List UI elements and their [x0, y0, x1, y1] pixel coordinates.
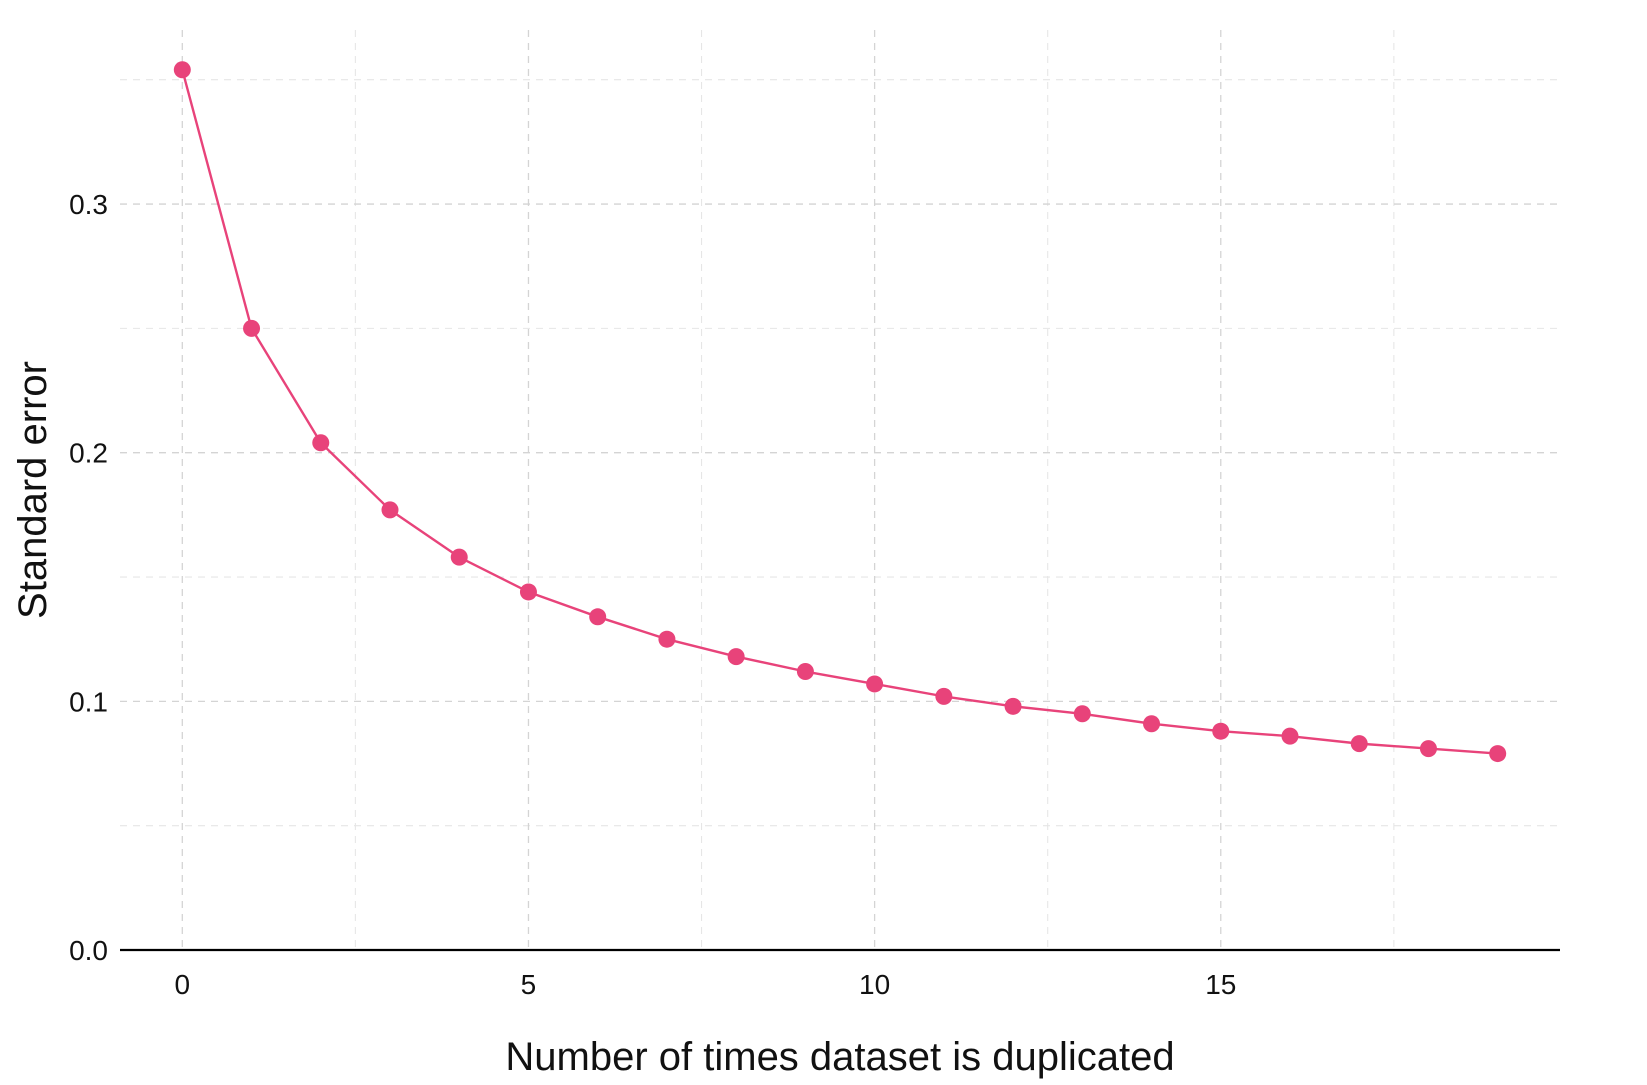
data-point: [1420, 740, 1437, 757]
data-point: [728, 648, 745, 665]
data-point: [243, 320, 260, 337]
grid-lines: [120, 30, 1560, 950]
data-point: [520, 583, 537, 600]
data-point: [1282, 728, 1299, 745]
x-axis-title: Number of times dataset is duplicated: [505, 1035, 1174, 1079]
y-axis-title: Standard error: [11, 361, 55, 619]
y-tick-label: 0.1: [69, 686, 108, 717]
data-point: [1143, 715, 1160, 732]
x-tick-label: 0: [175, 969, 191, 1000]
data-point: [1074, 705, 1091, 722]
x-tick-label: 10: [859, 969, 890, 1000]
data-point: [658, 631, 675, 648]
data-point: [174, 61, 191, 78]
data-point: [1005, 698, 1022, 715]
series-group: [174, 61, 1506, 762]
data-point: [312, 434, 329, 451]
data-point: [451, 549, 468, 566]
data-point: [589, 608, 606, 625]
y-tick-label: 0.3: [69, 189, 108, 220]
data-point: [382, 501, 399, 518]
x-tick-label: 15: [1205, 969, 1236, 1000]
y-tick-label: 0.0: [69, 935, 108, 966]
data-point: [797, 663, 814, 680]
series-line: [182, 70, 1497, 754]
data-point: [935, 688, 952, 705]
tick-labels: 0 5 10 15 0.0 0.1 0.2 0.3: [69, 189, 1236, 1000]
data-point: [866, 675, 883, 692]
data-point: [1489, 745, 1506, 762]
x-tick-label: 5: [521, 969, 537, 1000]
data-point: [1351, 735, 1368, 752]
data-point: [1212, 723, 1229, 740]
y-tick-label: 0.2: [69, 438, 108, 469]
